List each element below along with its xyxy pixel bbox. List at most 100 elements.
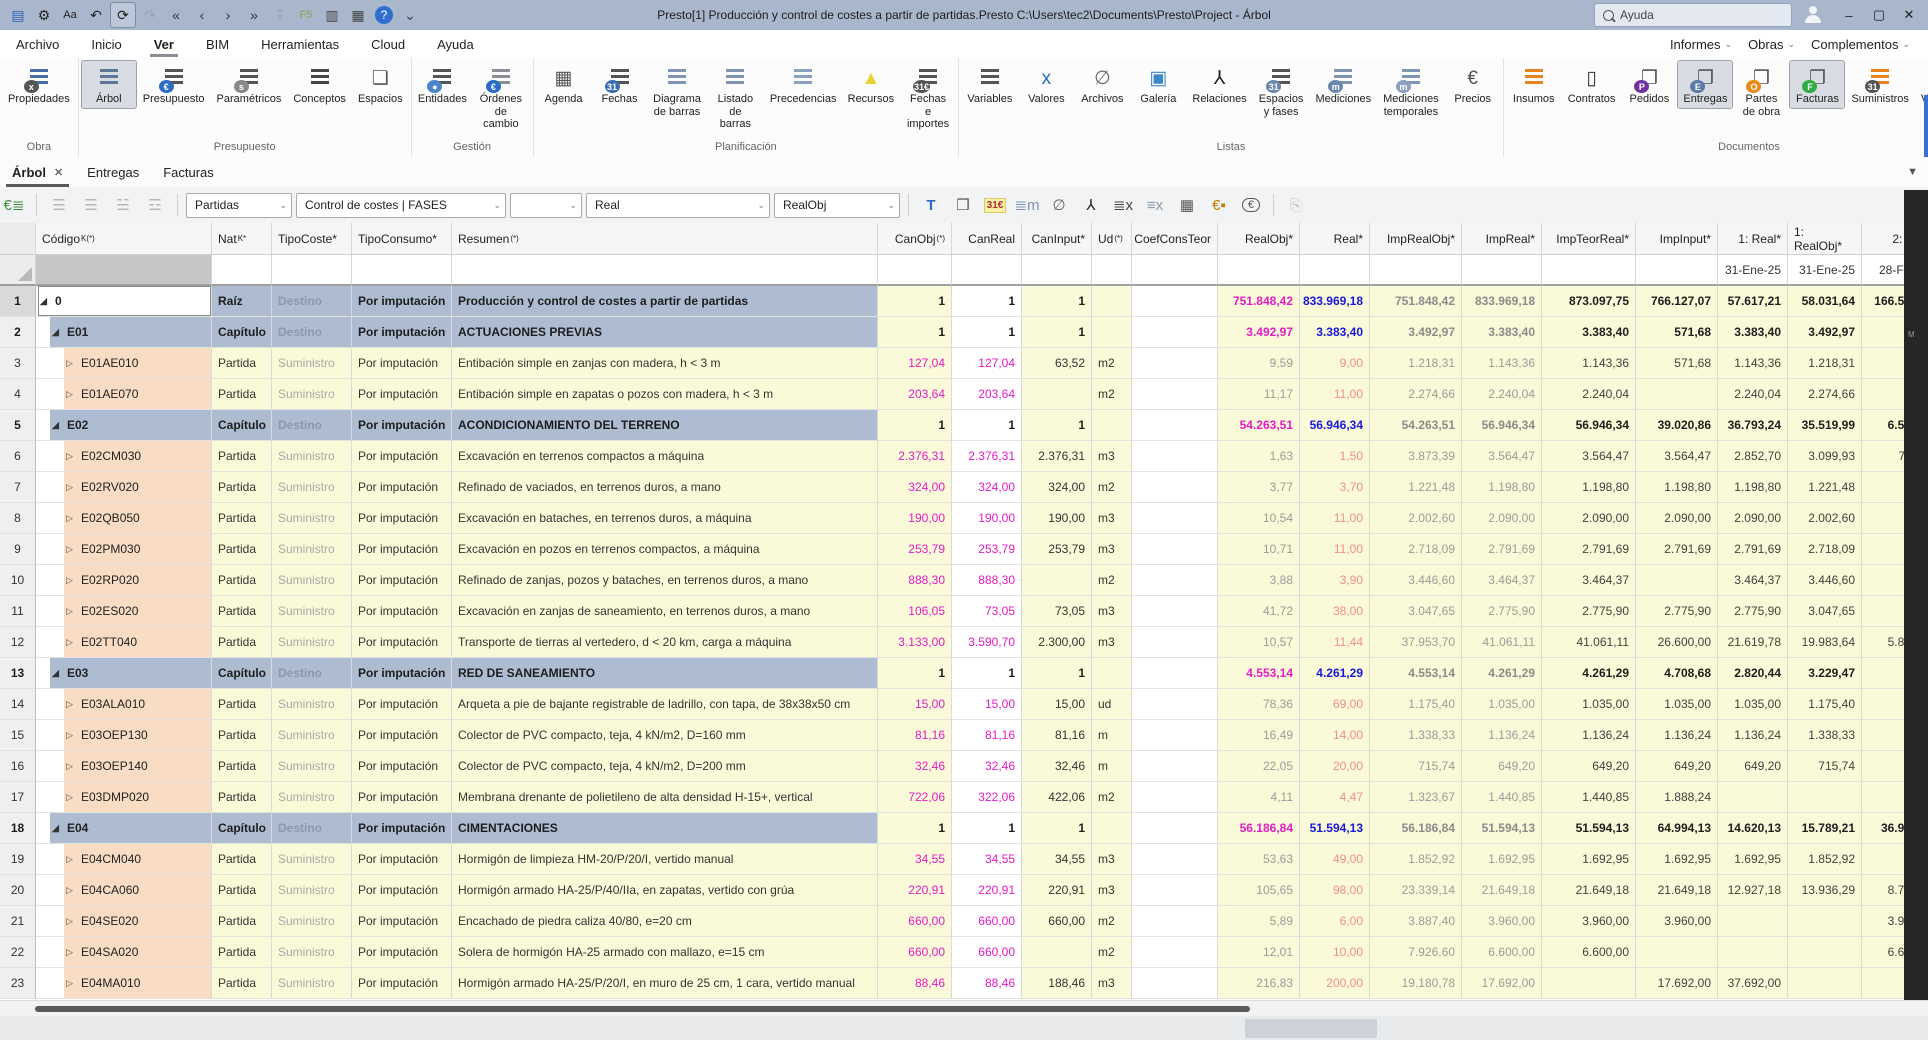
cell-impreal[interactable]: 2.090,00 [1462,503,1542,534]
cost-person-icon[interactable]: €▪ [1212,196,1226,214]
leaf-expand-icon[interactable]: ▷ [66,884,73,895]
cell-realobj1[interactable] [1788,937,1862,968]
cell-tipocoste[interactable]: Destino [272,286,352,317]
cell-impinput[interactable] [1636,937,1718,968]
cell-canobj[interactable]: 1 [878,658,952,689]
cell-nat[interactable]: Partida [212,596,272,627]
cell-caninput[interactable]: 73,05 [1022,596,1092,627]
subheader-real1[interactable]: 31-Ene-25 [1718,255,1788,286]
cell-realobj[interactable]: 1,63 [1218,441,1300,472]
row-number[interactable]: 20 [0,875,36,906]
cell-tipoconsumo[interactable]: Por imputación [352,286,452,317]
cell-impteorreal[interactable]: 3.960,00 [1542,906,1636,937]
cell-ud[interactable]: m2 [1092,782,1132,813]
cell-codigo[interactable]: ▷ E02TT040 [36,627,212,658]
cell-canreal[interactable]: 253,79 [952,534,1022,565]
menu-bim[interactable]: BIM [205,36,230,52]
cell-realobj[interactable]: 78,36 [1218,689,1300,720]
cell-tipocoste[interactable]: Suministro [272,689,352,720]
cell-impinput[interactable]: 26.600,00 [1636,627,1718,658]
ribbon-button-fechas-e-importes[interactable]: 31€ Fechas e importes [900,60,957,134]
cell-realobj1[interactable]: 3.492,97 [1788,317,1862,348]
cell-impteorreal[interactable]: 4.261,29 [1542,658,1636,689]
leaf-expand-icon[interactable]: ▷ [66,450,73,461]
cell-real[interactable]: 3,90 [1300,565,1370,596]
cell-impreal[interactable]: 3.960,00 [1462,906,1542,937]
cell-impteorreal[interactable]: 3.383,40 [1542,317,1636,348]
subheader-coef[interactable] [1132,255,1218,286]
cell-caninput[interactable]: 253,79 [1022,534,1092,565]
subheader-impteorreal[interactable] [1542,255,1636,286]
cell-real1[interactable]: 37.692,00 [1718,968,1788,999]
cell-impinput[interactable]: 1.198,80 [1636,472,1718,503]
table-row[interactable]: 6 ▷ E02CM030 Partida Suministro Por imputació… [0,441,1928,472]
table-row[interactable]: 3 ▷ E01AE010 Partida Suministro Por imputació… [0,348,1928,379]
relations-icon[interactable]: ⅄ [1086,197,1096,214]
cell-codigo[interactable]: ▷ E03OEP130 [36,720,212,751]
ribbon-button-partes-de-obra[interactable]: ❐ O Partes de obra [1733,60,1789,121]
cell-impreal[interactable]: 4.261,29 [1462,658,1542,689]
cell-impinput[interactable]: 2.090,00 [1636,503,1718,534]
cell-realobj1[interactable]: 3.229,47 [1788,658,1862,689]
column-header-coef[interactable]: CoefConsTeor [1132,223,1218,255]
help-icon[interactable]: ? [375,6,393,24]
subheader-codigo[interactable] [36,255,212,286]
cell-canobj[interactable]: 253,79 [878,534,952,565]
row-number[interactable]: 10 [0,565,36,596]
cell-tipoconsumo[interactable]: Por imputación [352,472,452,503]
cell-caninput[interactable]: 15,00 [1022,689,1092,720]
row-number[interactable]: 12 [0,627,36,658]
cell-canreal[interactable]: 2.376,31 [952,441,1022,472]
ribbon-button-contratos[interactable]: ▯ Contratos [1562,60,1622,109]
subheader-canobj[interactable] [878,255,952,286]
cell-tipocoste[interactable]: Suministro [272,503,352,534]
cell-realobj1[interactable]: 2.718,09 [1788,534,1862,565]
cell-nat[interactable]: Partida [212,906,272,937]
ribbon-button-facturas[interactable]: ❐ F Facturas [1789,60,1846,109]
horizontal-scrollbar-thumb[interactable] [35,1006,1250,1012]
cell-caninput[interactable]: 81,16 [1022,720,1092,751]
leaf-expand-icon[interactable]: ▷ [66,605,73,616]
row-number[interactable]: 8 [0,503,36,534]
cell-realobj[interactable]: 9,59 [1218,348,1300,379]
ribbon-button-recursos[interactable]: ▲ Recursos [842,60,900,109]
cell-canobj[interactable]: 888,30 [878,565,952,596]
cell-ud[interactable]: m2 [1092,379,1132,410]
cell-resumen[interactable]: ACONDICIONAMIENTO DEL TERRENO [452,410,878,441]
cell-canobj[interactable]: 203,64 [878,379,952,410]
column-header-num[interactable] [0,223,36,255]
row-number[interactable]: 11 [0,596,36,627]
cell-codigo[interactable]: ▷ E03ALA010 [36,689,212,720]
table-row[interactable]: 12 ▷ E02TT040 Partida Suministro Por imputaci… [0,627,1928,658]
cell-canreal[interactable]: 324,00 [952,472,1022,503]
cell-nat[interactable]: Partida [212,348,272,379]
table-row[interactable]: 4 ▷ E01AE070 Partida Suministro Por imputació… [0,379,1928,410]
cell-caninput[interactable]: 220,91 [1022,875,1092,906]
table-row[interactable]: 23 ▷ E04MA010 Partida Suministro Por imputaci… [0,968,1928,999]
row-number[interactable]: 19 [0,844,36,875]
cell-coef[interactable] [1132,565,1218,596]
help-search-input[interactable]: Ayuda [1594,3,1792,27]
column-header-imprealobj[interactable]: ImpRealObj* [1370,223,1462,255]
cell-nat[interactable]: Partida [212,379,272,410]
leaf-expand-icon[interactable]: ▷ [66,543,73,554]
ribbon-button-mediciones[interactable]: m Mediciones [1309,60,1377,109]
cell-ud[interactable]: m3 [1092,596,1132,627]
cell-impinput[interactable]: 4.708,68 [1636,658,1718,689]
table-row[interactable]: 8 ▷ E02QB050 Partida Suministro Por imputació… [0,503,1928,534]
cell-ud[interactable]: m3 [1092,534,1132,565]
cell-impreal[interactable]: 51.594,13 [1462,813,1542,844]
subheader-canreal[interactable] [952,255,1022,286]
subheader-real[interactable] [1300,255,1370,286]
cell-nat[interactable]: Partida [212,565,272,596]
cell-imprealobj[interactable]: 3.873,39 [1370,441,1462,472]
cell-real1[interactable]: 1.198,80 [1718,472,1788,503]
cell-imprealobj[interactable]: 1.338,33 [1370,720,1462,751]
table-row[interactable]: 14 ▷ E03ALA010 Partida Suministro Por imputac… [0,689,1928,720]
cell-coef[interactable] [1132,720,1218,751]
column-header-impinput[interactable]: ImpInput* [1636,223,1718,255]
cell-codigo[interactable]: ▷ E04CM040 [36,844,212,875]
cell-tipocoste[interactable]: Suministro [272,968,352,999]
table-row[interactable]: 18 ◢ E04 Capítulo Destino Por imputación CIMEN… [0,813,1928,844]
cell-canreal[interactable]: 1 [952,658,1022,689]
